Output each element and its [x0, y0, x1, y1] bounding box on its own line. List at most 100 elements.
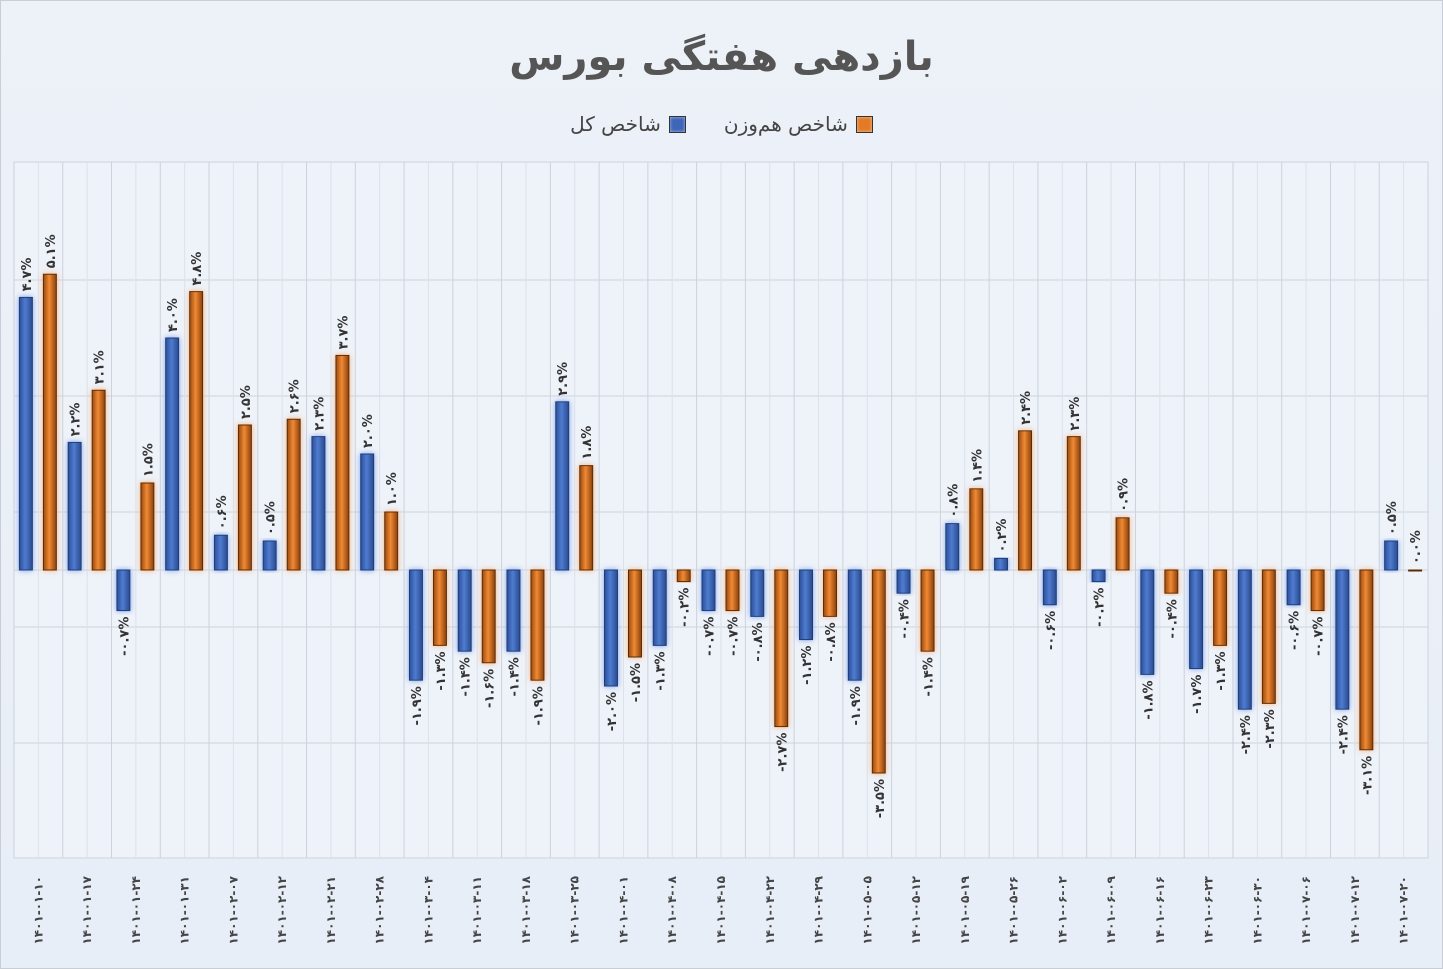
bar-equal-weight [432, 569, 447, 646]
bar-equal-weight [237, 424, 252, 571]
value-label: -۱.۷% [1190, 675, 1205, 714]
bar-equal-weight [920, 569, 935, 652]
bar-equal-weight [1213, 569, 1228, 646]
value-label: -۱.۲% [800, 646, 815, 685]
value-label: ۰.۰% [1409, 530, 1424, 564]
value-label: -۰.۷% [727, 617, 742, 656]
x-axis-label: ۱۴۰۱-۰۷-۰۶ [1299, 876, 1313, 945]
value-label: ۲.۰% [361, 414, 376, 448]
bar-equal-weight [1164, 569, 1179, 594]
bar-equal-weight [335, 354, 350, 571]
value-label: -۰.۸% [751, 622, 766, 661]
bar-total-index [847, 569, 862, 681]
value-label: ۱.۴% [970, 449, 985, 483]
x-axis-label: ۱۴۰۱-۰۳-۰۴ [421, 876, 435, 945]
bar-total-index [994, 557, 1009, 571]
x-axis-label: ۱۴۰۱-۰۱-۱۰ [31, 876, 45, 945]
value-label: -۱.۴% [507, 657, 522, 696]
value-label: -۱.۹% [531, 686, 546, 725]
x-axis-label: ۱۴۰۱-۰۲-۰۷ [226, 875, 240, 944]
value-label: -۱.۴% [459, 657, 474, 696]
bar-equal-weight [969, 488, 984, 571]
x-axis-label: ۱۴۰۱-۰۵-۱۹ [958, 875, 972, 944]
value-label: ۱.۰% [385, 472, 400, 506]
value-label: -۲.۷% [775, 733, 790, 772]
bar-equal-weight [1359, 569, 1374, 751]
bar-total-index [1042, 569, 1057, 606]
x-axis-label: ۱۴۰۱-۰۳-۲۵ [568, 876, 582, 945]
bar-equal-weight [481, 569, 496, 664]
x-axis-label: ۱۴۰۱-۰۲-۲۸ [373, 875, 387, 944]
value-label: -۲.۳% [1263, 709, 1278, 748]
bar-equal-weight [676, 569, 691, 583]
bar-equal-weight [579, 465, 594, 571]
bar-total-index [555, 401, 570, 571]
x-axis-label: ۱۴۰۱-۰۶-۰۲ [1055, 875, 1069, 944]
legend-item-total-index: شاخص کل [570, 112, 686, 136]
x-axis-label: ۱۴۰۱-۰۴-۰۸ [665, 875, 679, 944]
value-label: -۳.۵% [873, 779, 888, 818]
value-label: ۳.۷% [336, 316, 351, 350]
value-label: -۲.۰% [605, 692, 620, 731]
value-label: ۲.۳% [1068, 397, 1083, 431]
value-label: ۰.۲% [995, 519, 1010, 553]
bar-total-index [1286, 569, 1301, 606]
bar-equal-weight [42, 273, 57, 571]
x-axis-label: ۱۴۰۱-۰۲-۲۱ [324, 876, 338, 945]
bar-equal-weight [384, 511, 399, 571]
bar-total-index [750, 569, 765, 617]
value-label: -۰.۷% [117, 617, 132, 656]
value-label: -۱.۳% [434, 651, 449, 690]
bar-equal-weight [1261, 569, 1276, 704]
value-label: ۵.۱% [44, 234, 59, 268]
bar-total-index [67, 441, 82, 571]
bar-equal-weight [1408, 569, 1423, 572]
value-label: -۱.۶% [483, 669, 498, 708]
value-label: ۳.۱% [93, 350, 108, 384]
value-label: ۲.۹% [556, 362, 571, 396]
x-axis-label: ۱۴۰۱-۰۱-۱۷ [80, 875, 94, 944]
bar-equal-weight [189, 291, 204, 571]
bar-total-index [1335, 569, 1350, 710]
value-label: -۲.۴% [1239, 715, 1254, 754]
value-label: -۱.۳% [654, 651, 669, 690]
bar-equal-weight [823, 569, 838, 617]
x-axis-label: ۱۴۰۱-۰۵-۱۲ [909, 875, 923, 944]
value-label: ۰.۶% [215, 495, 230, 529]
value-label: -۰.۲% [678, 588, 693, 627]
value-label: -۲.۴% [1336, 715, 1351, 754]
value-label: -۰.۶% [1044, 611, 1059, 650]
x-axis-label: ۱۴۰۱-۰۳-۱۱ [470, 876, 484, 945]
x-axis-label: ۱۴۰۱-۰۷-۲۰ [1397, 876, 1411, 945]
bar-total-index [213, 534, 228, 571]
value-label: ۰.۹% [1117, 478, 1132, 512]
value-label: -۰.۸% [824, 622, 839, 661]
bar-equal-weight [725, 569, 740, 612]
bar-total-index [1237, 569, 1252, 710]
value-label: -۰.۷% [703, 617, 718, 656]
legend-label: شاخص هم‌وزن [723, 112, 848, 136]
bar-equal-weight [530, 569, 545, 681]
bar-equal-weight [1018, 430, 1033, 571]
x-axis-label: ۱۴۰۱-۰۵-۲۶ [1007, 876, 1021, 945]
value-label: -۱.۹% [410, 686, 425, 725]
bar-total-index [360, 453, 375, 571]
x-axis-label: ۱۴۰۱-۰۷-۱۲ [1348, 875, 1362, 944]
x-axis-label: ۱۴۰۱-۰۱-۲۴ [129, 876, 143, 945]
bar-total-index [1384, 540, 1399, 571]
bar-equal-weight [91, 389, 106, 571]
x-axis-label: ۱۴۰۱-۰۲-۱۲ [275, 875, 289, 944]
bar-total-index [506, 569, 521, 652]
bar-total-index [18, 296, 33, 571]
value-label: ۲.۳% [312, 397, 327, 431]
value-labels: ۴.۷% ۵.۱% ۲.۲% ۳.۱% -۰.۷% ۱.۵% ۴.۰% ۴.۸% ۰.۶% ۲.۵… [20, 234, 1424, 818]
bar-total-index [262, 540, 277, 571]
value-label: -۳.۱% [1360, 756, 1375, 795]
bar-total-index [165, 337, 180, 571]
bar-total-index [603, 569, 618, 687]
legend-swatch-blue-icon [668, 115, 686, 133]
bar-total-index [945, 523, 960, 571]
bar-equal-weight [871, 569, 886, 774]
x-axis-label: ۱۴۰۱-۰۴-۲۲ [763, 875, 777, 944]
value-label: -۰.۲% [1093, 588, 1108, 627]
